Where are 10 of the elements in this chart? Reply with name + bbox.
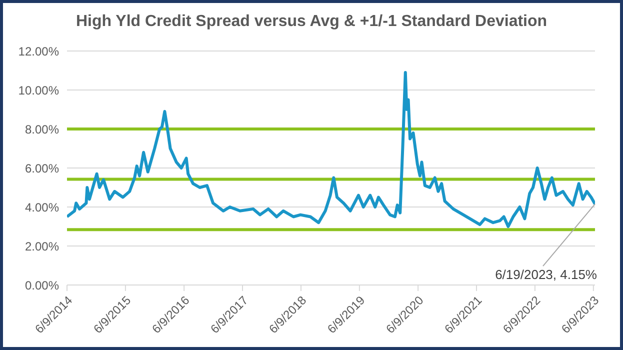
y-tick-label: 6.00%: [24, 161, 60, 176]
annotation: 6/19/2023, 4.15%: [495, 267, 598, 282]
y-tick-label: 2.00%: [24, 239, 60, 254]
y-tick-label: 8.00%: [24, 122, 60, 136]
line-series: [67, 70, 595, 228]
y-tick-label: 0.00%: [24, 278, 60, 292]
y-tick-label: 4.00%: [24, 200, 60, 214]
y-tick-label: 12.00%: [18, 44, 60, 58]
chart-title: High Yld Credit Spread versus Avg & +1/-1 Standard Deviation: [74, 13, 548, 32]
y-tick-label: 10.00%: [18, 83, 60, 98]
